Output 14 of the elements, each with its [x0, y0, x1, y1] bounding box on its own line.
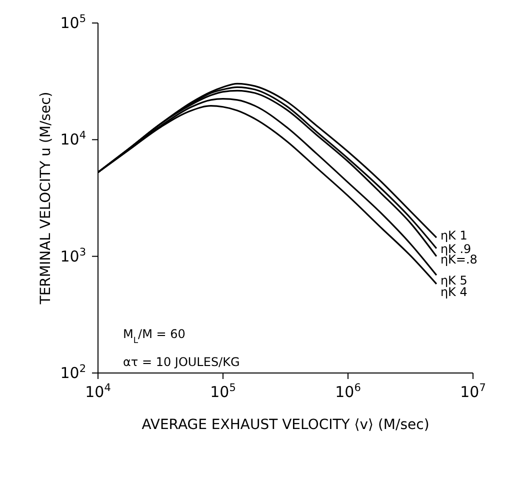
y-tick-label: 10$^{3}$ — [60, 246, 86, 266]
x-tick-label: 10$^{6}$ — [335, 382, 362, 401]
y-tick-label: 10$^{5}$ — [60, 13, 86, 32]
x-tick-label: 10$^{4}$ — [85, 382, 112, 401]
series-label: ηK 1 — [440, 228, 468, 243]
y-axis-title: TERMINAL VELOCITY u (M/sec) — [38, 92, 54, 306]
x-tick-label: 10$^{5}$ — [210, 382, 236, 401]
annotation: ατ = 10 JOULES/KG — [123, 355, 240, 369]
annotation: M$_{L}$/M = 60 — [123, 327, 186, 345]
x-tick-label: 10$^{7}$ — [460, 382, 486, 401]
y-tick-label: 10$^{4}$ — [60, 130, 86, 149]
x-axis-title: AVERAGE EXHAUST VELOCITY ⟨v⟩ (M/sec) — [142, 417, 430, 433]
series-label: ηK .9 — [440, 242, 472, 256]
y-tick-label: 10$^{2}$ — [60, 363, 86, 382]
